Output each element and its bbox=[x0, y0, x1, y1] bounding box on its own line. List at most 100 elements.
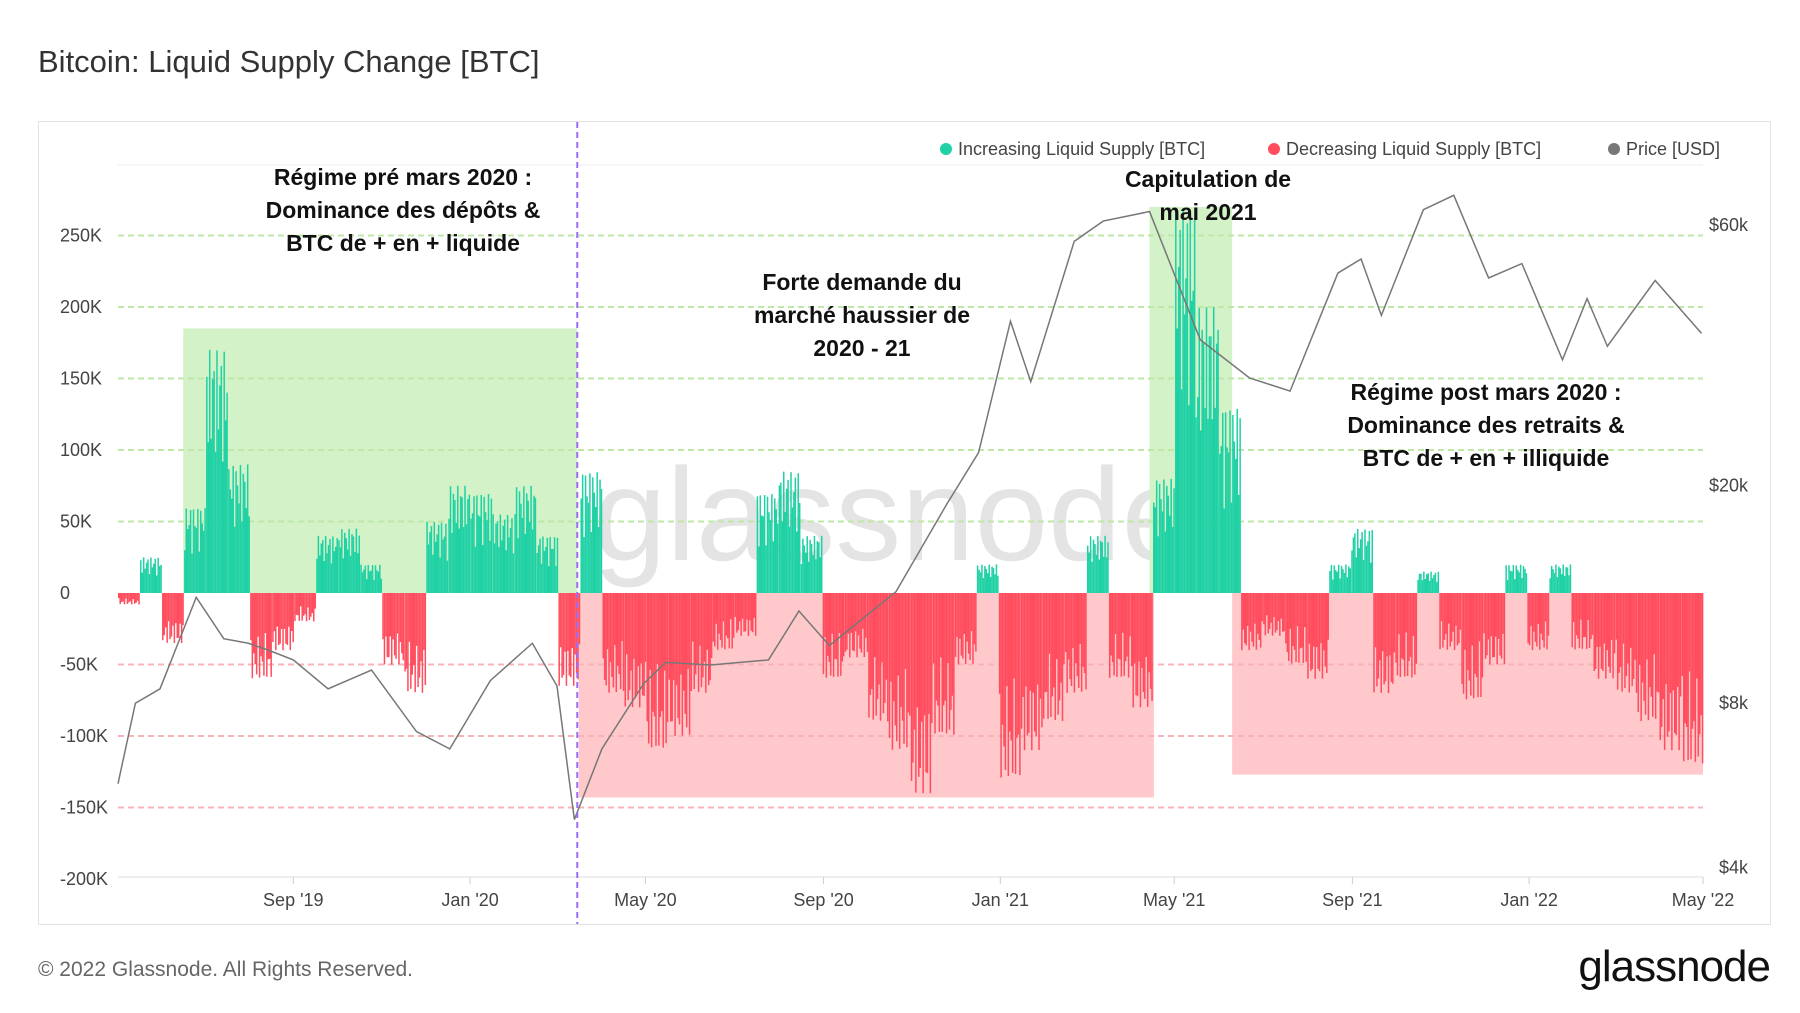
bar-increase bbox=[780, 482, 782, 593]
bar-increase bbox=[787, 479, 789, 593]
bar-increase bbox=[1329, 570, 1331, 593]
bar-decrease bbox=[935, 593, 938, 701]
bar-increase bbox=[368, 571, 371, 593]
bar-decrease bbox=[1254, 593, 1256, 624]
bar-decrease bbox=[825, 593, 828, 678]
bar-decrease bbox=[734, 593, 737, 617]
bar-decrease bbox=[272, 593, 274, 643]
bar-increase bbox=[597, 526, 600, 593]
bar-decrease bbox=[699, 593, 701, 646]
bar-increase bbox=[1107, 542, 1109, 593]
bar-increase bbox=[197, 508, 199, 593]
bar-decrease bbox=[1446, 593, 1449, 650]
bar-increase bbox=[775, 509, 777, 593]
bar-decrease bbox=[1266, 593, 1268, 616]
y2-tick-label: $20k bbox=[1709, 476, 1749, 496]
bar-decrease bbox=[1311, 593, 1314, 670]
bar-decrease bbox=[295, 593, 298, 615]
bar-increase bbox=[436, 534, 438, 593]
bar-increase bbox=[512, 553, 515, 593]
bar-decrease bbox=[942, 593, 945, 706]
x-tick-label: Sep '21 bbox=[1322, 890, 1383, 910]
bar-decrease bbox=[412, 593, 415, 666]
bar-increase bbox=[1201, 329, 1203, 593]
bar-decrease bbox=[1248, 593, 1250, 651]
bar-increase bbox=[496, 521, 499, 593]
bar-increase bbox=[772, 541, 775, 593]
bar-increase bbox=[982, 578, 985, 593]
bar-decrease bbox=[677, 593, 679, 718]
bar-decrease bbox=[162, 593, 164, 641]
bar-increase bbox=[1237, 494, 1240, 593]
bar-increase bbox=[192, 509, 195, 593]
bar-decrease bbox=[1669, 593, 1672, 694]
bar-decrease bbox=[928, 593, 930, 715]
bar-decrease bbox=[1139, 593, 1142, 708]
bar-increase bbox=[790, 472, 792, 593]
bar-decrease bbox=[1624, 593, 1626, 689]
bar-increase bbox=[324, 536, 327, 593]
bar-decrease bbox=[1544, 593, 1547, 622]
bar-decrease bbox=[558, 593, 560, 686]
bar-decrease bbox=[1003, 593, 1005, 747]
bar-increase bbox=[756, 496, 759, 593]
bar-decrease bbox=[941, 593, 944, 732]
bar-decrease bbox=[1252, 593, 1255, 647]
bar-increase bbox=[539, 538, 541, 593]
bar-decrease bbox=[253, 593, 255, 654]
y2-tick-label: $4k bbox=[1719, 858, 1749, 878]
bar-decrease bbox=[1659, 593, 1662, 741]
bar-decrease bbox=[1280, 593, 1283, 619]
bar-increase bbox=[1160, 499, 1162, 593]
bar-decrease bbox=[1605, 593, 1607, 679]
bar-decrease bbox=[176, 593, 179, 639]
bar-decrease bbox=[649, 593, 651, 670]
bar-decrease bbox=[743, 593, 745, 632]
bar-decrease bbox=[1468, 593, 1471, 681]
bar-increase bbox=[1421, 580, 1424, 593]
bar-increase bbox=[357, 553, 359, 593]
bar-decrease bbox=[1111, 593, 1114, 663]
bar-increase bbox=[1336, 571, 1338, 593]
bar-increase bbox=[1157, 536, 1159, 593]
bar-decrease bbox=[128, 593, 130, 603]
bar-increase bbox=[1555, 564, 1557, 593]
bar-increase bbox=[1511, 571, 1513, 593]
bar-decrease bbox=[887, 593, 889, 722]
bar-decrease bbox=[1694, 593, 1697, 762]
bar-decrease bbox=[627, 593, 629, 701]
bar-decrease bbox=[564, 593, 566, 652]
bar-increase bbox=[361, 572, 364, 593]
bar-decrease bbox=[1041, 593, 1043, 728]
bar-decrease bbox=[1456, 593, 1459, 646]
bar-decrease bbox=[1057, 593, 1059, 715]
bar-increase bbox=[238, 503, 240, 593]
bar-decrease bbox=[572, 593, 575, 686]
bar-increase bbox=[341, 529, 343, 593]
y-tick-label: -50K bbox=[60, 655, 98, 675]
bar-decrease bbox=[851, 593, 854, 651]
bar-increase bbox=[594, 506, 597, 593]
bar-decrease bbox=[138, 593, 140, 605]
bar-decrease bbox=[1285, 593, 1287, 644]
bar-decrease bbox=[1113, 593, 1115, 676]
bar-decrease bbox=[1622, 593, 1625, 644]
bar-decrease bbox=[998, 593, 1001, 694]
bar-decrease bbox=[1632, 593, 1635, 679]
bar-decrease bbox=[292, 593, 294, 643]
bar-decrease bbox=[1663, 593, 1666, 750]
bar-increase bbox=[760, 515, 763, 593]
bar-decrease bbox=[707, 593, 710, 686]
bar-increase bbox=[1505, 565, 1507, 593]
bar-decrease bbox=[835, 593, 838, 660]
bar-increase bbox=[809, 539, 811, 593]
annotation-post: Régime post mars 2020 : bbox=[1350, 379, 1621, 405]
bar-decrease bbox=[840, 593, 842, 676]
bar-increase bbox=[502, 525, 505, 593]
bar-decrease bbox=[289, 593, 292, 651]
bar-decrease bbox=[1277, 593, 1280, 622]
bar-decrease bbox=[311, 593, 314, 614]
bar-increase bbox=[534, 497, 537, 593]
bar-decrease bbox=[1148, 593, 1150, 673]
y-tick-label: -150K bbox=[60, 798, 108, 818]
